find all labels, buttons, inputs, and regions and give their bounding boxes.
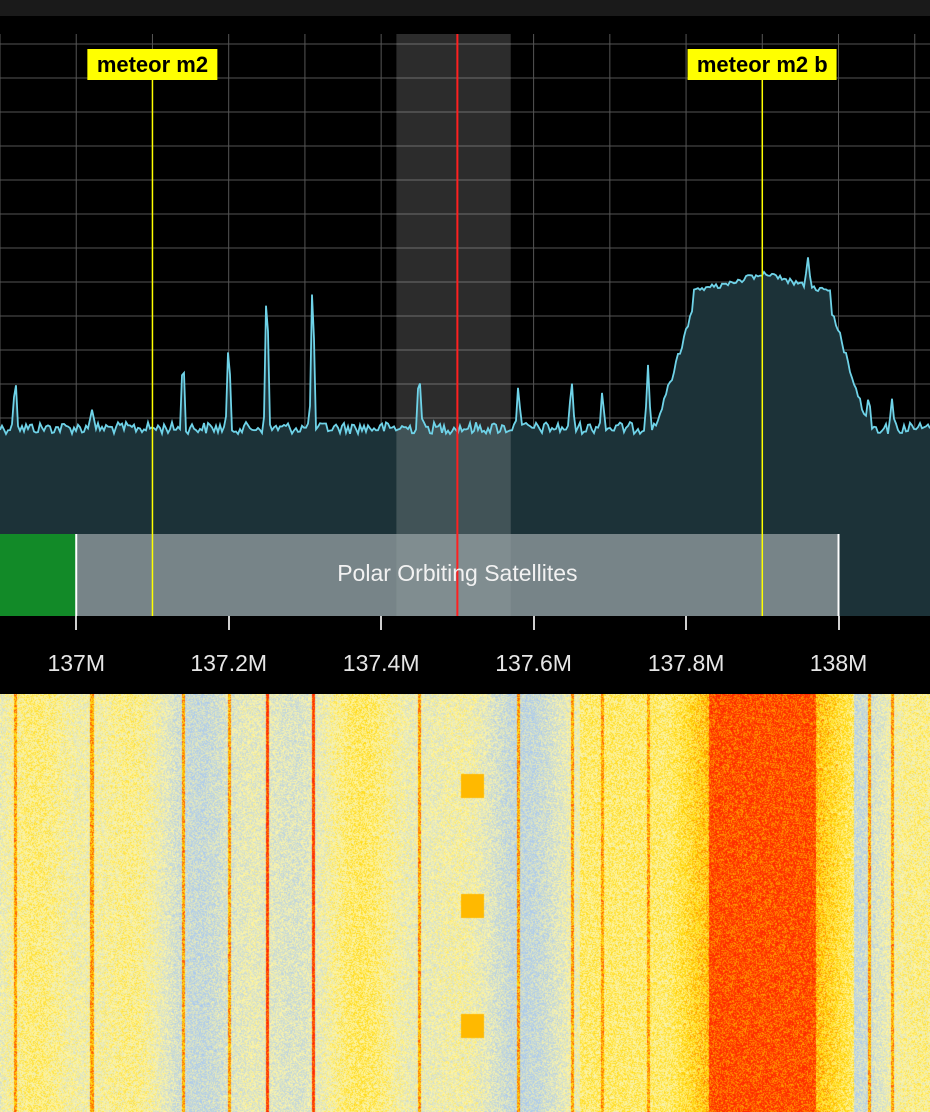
fft-spectrum-plot[interactable]: meteor m2 meteor m2 b Polar Orbiting Sate… <box>0 16 930 616</box>
waterfall-display[interactable] <box>0 694 930 1112</box>
axis-tick-label: 137.8M <box>647 650 725 676</box>
band-label-polar-orbiting: Polar Orbiting Satellites <box>337 560 578 586</box>
spectrum-trace <box>0 257 930 437</box>
axis-tick-label: 137.6M <box>495 650 572 676</box>
axis-tick-mark <box>75 616 78 630</box>
axis-tick-mark <box>227 616 230 630</box>
top-toolbar-strip <box>0 0 930 16</box>
axis-tick-label: 137.4M <box>342 650 420 676</box>
axis-tick-label: 137M <box>47 650 105 676</box>
marker-label[interactable]: meteor m2 <box>87 49 218 80</box>
axis-tick-mark <box>685 616 688 630</box>
axis-tick-mark <box>837 616 840 630</box>
band-segment-previous <box>0 534 77 616</box>
axis-tick-mark <box>380 616 383 630</box>
axis-tick-label: 137.2M <box>190 650 268 676</box>
axis-tick-label: 138M <box>809 650 868 676</box>
axis-tick-mark <box>532 616 535 630</box>
spectrum-svg[interactable] <box>0 16 930 616</box>
marker-label[interactable]: meteor m2 b <box>687 49 837 80</box>
spectrum-fill <box>0 257 930 616</box>
vfo-bandwidth-overlay <box>396 34 511 616</box>
